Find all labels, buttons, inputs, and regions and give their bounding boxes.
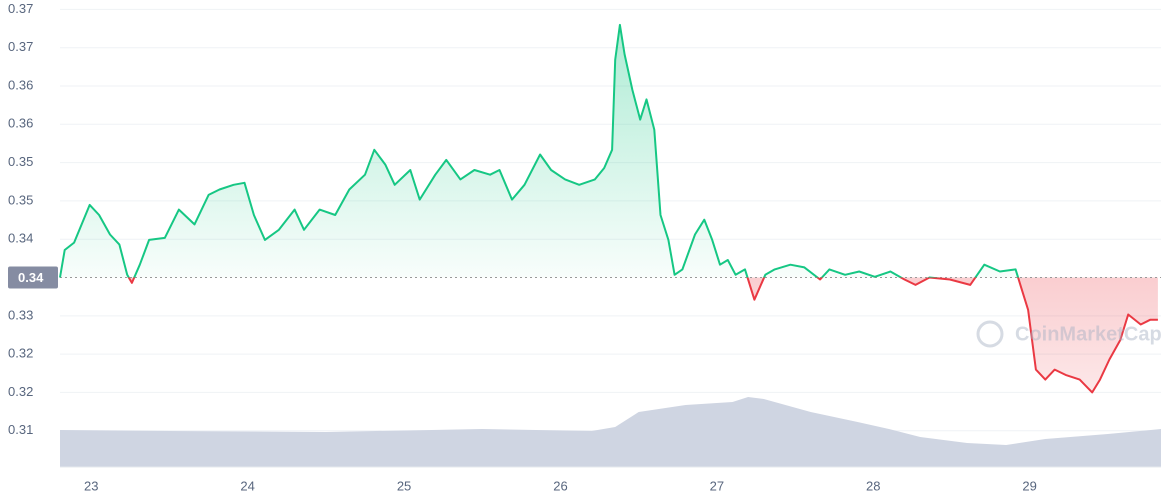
y-tick-label: 0.36 (8, 77, 33, 92)
y-tick-label: 0.37 (8, 39, 33, 54)
y-tick-label: 0.33 (8, 307, 33, 322)
x-tick-label: 23 (84, 478, 98, 493)
x-tick-label: 27 (710, 478, 724, 493)
x-tick-label: 26 (553, 478, 567, 493)
y-tick-label: 0.35 (8, 154, 33, 169)
y-tick-label: 0.32 (8, 346, 33, 361)
x-tick-label: 28 (866, 478, 880, 493)
volume-area (60, 397, 1161, 467)
y-tick-label: 0.34 (8, 231, 33, 246)
reference-label: 0.34 (18, 270, 44, 285)
x-tick-label: 24 (240, 478, 254, 493)
y-tick-label: 0.35 (8, 192, 33, 207)
y-tick-label: 0.31 (8, 422, 33, 437)
y-tick-label: 0.36 (8, 116, 33, 131)
reference-badge (8, 266, 58, 289)
x-tick-label: 25 (397, 478, 411, 493)
y-tick-label: 0.32 (8, 384, 33, 399)
y-tick-label: 0.37 (8, 1, 33, 16)
watermark-text: CoinMarketCap (1015, 323, 1161, 345)
watermark-logo (976, 320, 1004, 348)
price-line (59, 23, 1158, 394)
price-area (60, 24, 1158, 393)
x-tick-label: 29 (1022, 478, 1036, 493)
watermark: CoinMarketCap (976, 320, 1161, 348)
